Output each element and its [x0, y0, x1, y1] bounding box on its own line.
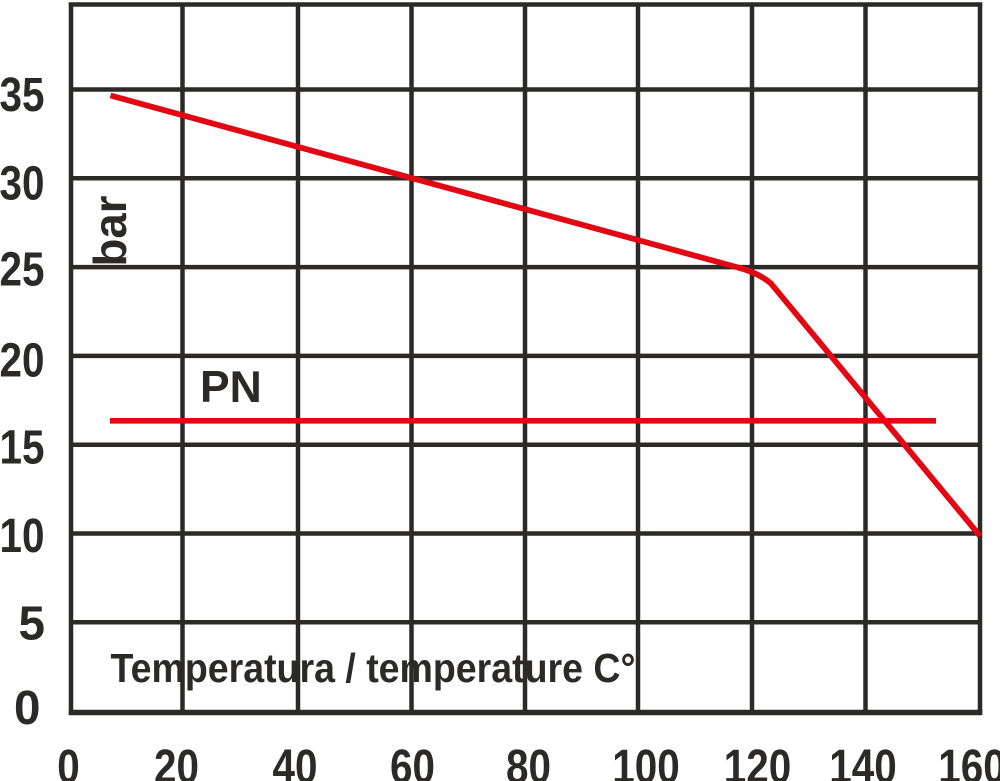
svg-text:5: 5: [19, 597, 46, 651]
svg-text:20: 20: [154, 740, 199, 781]
svg-text:25: 25: [0, 242, 45, 296]
svg-text:160: 160: [938, 740, 1000, 781]
svg-text:100: 100: [612, 740, 680, 781]
svg-text:30: 30: [0, 156, 45, 210]
svg-text:120: 120: [724, 740, 792, 781]
svg-text:40: 40: [273, 740, 318, 781]
svg-text:0: 0: [14, 681, 41, 735]
svg-text:80: 80: [506, 740, 551, 781]
svg-text:140: 140: [829, 740, 897, 781]
svg-text:15: 15: [0, 421, 45, 475]
svg-text:PN: PN: [200, 363, 262, 412]
svg-text:20: 20: [0, 333, 45, 387]
svg-text:10: 10: [0, 509, 45, 563]
svg-text:Temperatura / temperature C°: Temperatura / temperature C°: [111, 645, 636, 691]
svg-text:60: 60: [390, 740, 435, 781]
svg-text:0: 0: [57, 740, 80, 781]
svg-text:bar: bar: [84, 195, 136, 266]
svg-text:35: 35: [0, 68, 45, 122]
